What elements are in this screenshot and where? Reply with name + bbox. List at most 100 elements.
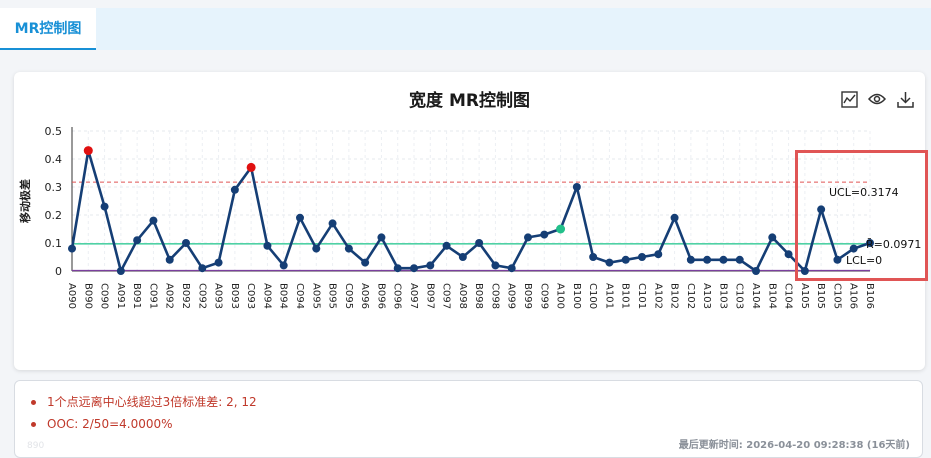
data-point	[572, 183, 581, 191]
data-point	[377, 233, 386, 242]
data-point	[458, 253, 467, 261]
x-tick-label: B101	[620, 283, 631, 309]
x-tick-label: B096	[375, 283, 386, 309]
faint-text: 890	[27, 441, 45, 451]
data-point	[800, 267, 809, 275]
data-point	[507, 264, 516, 273]
x-tick-label: C098	[489, 283, 500, 309]
data-point	[263, 241, 272, 250]
y-tick-label: 0.2	[45, 209, 63, 222]
data-point	[149, 216, 158, 225]
line-chart-icon[interactable]	[839, 89, 859, 109]
data-point	[540, 230, 549, 239]
data-point	[214, 258, 223, 267]
y-axis-label: 移动极差	[18, 179, 32, 223]
x-tick-label: B091	[131, 283, 142, 309]
data-point	[524, 233, 532, 242]
data-point	[849, 244, 858, 253]
y-tick-label: 0.4	[45, 153, 63, 166]
data-point	[312, 244, 321, 253]
data-point	[638, 253, 646, 261]
x-tick-label: C093	[245, 283, 256, 309]
data-point	[589, 253, 598, 261]
x-tick-label: C091	[147, 283, 158, 309]
data-point	[344, 244, 353, 253]
x-tick-label: A100	[555, 283, 566, 309]
x-tick-label: B102	[669, 283, 680, 309]
ucl-label: UCL=0.3174	[829, 186, 899, 199]
x-tick-label: B099	[522, 283, 533, 309]
x-tick-label: A098	[457, 283, 468, 309]
data-point	[703, 255, 712, 264]
x-tick-label: A096	[359, 283, 370, 309]
rule-list: 1个点远离中心线超过3倍标准差: 2, 12 OOC: 2/50=4.0000%	[29, 391, 257, 435]
x-tick-label: A093	[213, 283, 224, 309]
data-point	[296, 213, 304, 222]
x-tick-label: C099	[538, 283, 549, 309]
tab-mr-chart[interactable]: MR控制图	[0, 8, 96, 50]
x-tick-label: C095	[343, 283, 354, 309]
x-tick-label: B095	[327, 283, 338, 309]
x-tick-label: B097	[424, 283, 435, 309]
data-point	[556, 224, 566, 234]
data-point	[230, 185, 239, 194]
data-point	[100, 202, 109, 211]
data-point	[605, 258, 614, 267]
download-icon[interactable]	[895, 89, 915, 109]
x-tick-label: B092	[180, 283, 191, 309]
data-point	[735, 255, 744, 264]
data-point	[68, 244, 76, 253]
data-point	[670, 213, 679, 222]
lcl-label: LCL=0	[846, 254, 882, 267]
x-tick-label: C102	[685, 283, 696, 309]
data-point	[361, 258, 370, 267]
last-updated: 最后更新时间: 2026-04-20 09:28:38 (16天前)	[678, 440, 910, 451]
data-point	[475, 239, 484, 247]
x-tick-label: A094	[261, 283, 272, 309]
data-point	[83, 146, 93, 156]
x-tick-label: A102	[652, 283, 663, 309]
x-tick-label: C101	[636, 283, 647, 309]
chart-toolbox	[839, 89, 915, 109]
data-point	[654, 250, 663, 259]
info-panel: 1个点远离中心线超过3倍标准差: 2, 12 OOC: 2/50=4.0000%…	[14, 380, 923, 458]
chart-title: 宽度 MR控制图	[409, 91, 530, 111]
data-point	[491, 261, 500, 270]
data-point	[279, 261, 288, 270]
data-point	[426, 261, 435, 270]
rule-item-2: OOC: 2/50=4.0000%	[29, 413, 257, 435]
data-point	[833, 255, 842, 264]
y-tick-label: 0.1	[45, 237, 63, 250]
data-point	[752, 267, 760, 275]
x-tick-label: B098	[473, 283, 484, 309]
x-tick-label: C092	[196, 283, 207, 309]
data-point	[768, 233, 777, 242]
x-tick-label: A095	[310, 283, 321, 309]
data-point	[393, 264, 402, 273]
x-tick-label: C100	[587, 283, 598, 309]
eye-icon[interactable]	[867, 89, 887, 109]
series-line	[70, 149, 871, 273]
data-point	[116, 267, 125, 275]
x-tick-label: B093	[229, 283, 240, 309]
x-tick-label: B100	[571, 283, 582, 309]
rule-item-1: 1个点远离中心线超过3倍标准差: 2, 12	[29, 391, 257, 413]
y-tick-label: 0	[55, 265, 62, 278]
x-tick-label: C097	[441, 283, 452, 309]
data-point	[621, 255, 630, 264]
data-point	[182, 239, 190, 247]
x-tick-label: C090	[99, 283, 110, 309]
data-point	[133, 236, 142, 245]
x-tick-label: A091	[115, 283, 126, 309]
data-point	[817, 205, 826, 214]
x-tick-label: B105	[815, 283, 826, 309]
data-point	[328, 219, 337, 228]
x-tick-label: A104	[750, 283, 761, 309]
data-point	[442, 241, 451, 250]
data-point	[165, 255, 174, 264]
x-tick-label: C094	[294, 283, 305, 309]
x-tick-label: A105	[799, 283, 810, 309]
cl-label: R̄=0.0971	[866, 238, 921, 251]
data-point	[246, 162, 256, 172]
mr-chart: 0 0.1 0.2 0.3 0.4 0.5 A090 B090 C090 A091 B091 C091…	[18, 125, 921, 309]
